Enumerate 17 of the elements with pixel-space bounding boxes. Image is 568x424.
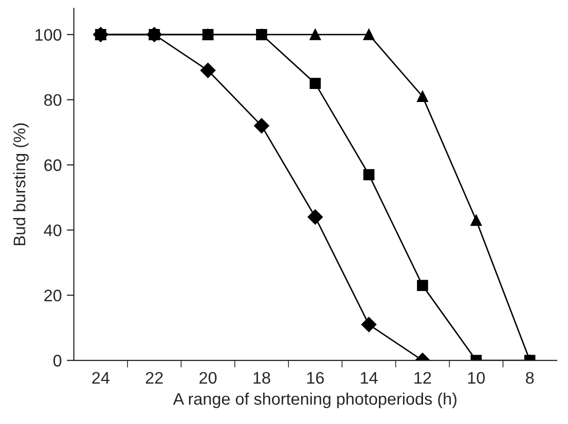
- y-tick-label: 20: [44, 290, 62, 302]
- x-tick-label: 14: [360, 372, 378, 384]
- x-axis-title: A range of shortening photoperiods (h): [173, 392, 456, 408]
- y-tick-label: 80: [44, 94, 62, 106]
- x-tick-label: 22: [146, 372, 163, 384]
- y-tick-label: 40: [44, 224, 62, 236]
- x-tick-label: 16: [307, 372, 324, 384]
- x-tick-label: 18: [254, 372, 270, 384]
- x-tick-label: 10: [468, 372, 485, 384]
- y-tick-label: 60: [44, 159, 62, 172]
- y-tick-label: 100: [36, 28, 62, 41]
- y-axis-title: Bud bursting (%): [13, 123, 29, 246]
- x-tick-label: 12: [414, 372, 431, 384]
- y-tick-label: 0: [53, 354, 62, 367]
- x-tick-label: 8: [526, 372, 534, 384]
- x-tick-label: 20: [200, 372, 217, 384]
- x-tick-label: 24: [92, 372, 110, 384]
